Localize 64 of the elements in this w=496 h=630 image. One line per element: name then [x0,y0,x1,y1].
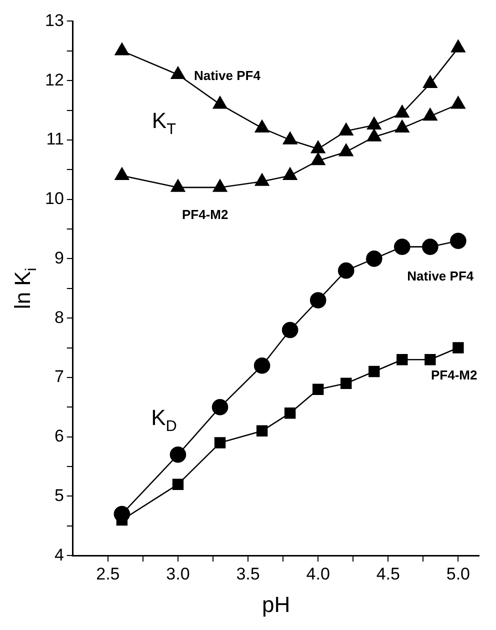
point [212,96,228,109]
point [282,167,298,180]
x-tick-label: 4.5 [376,564,400,584]
point [366,116,382,130]
point [214,437,226,448]
point [424,354,436,366]
y-tick-label: 8 [54,308,64,327]
point [396,354,408,366]
point [423,108,438,121]
point [340,378,352,390]
point [368,366,380,378]
point [212,399,228,416]
point [422,238,438,255]
y-tick-label: 11 [46,130,64,149]
point [282,322,298,338]
point [310,292,326,308]
point [338,144,354,156]
y-tick-label: 4 [54,545,64,564]
point [366,128,382,142]
x-tick-label: 4.0 [306,564,330,584]
y-tick-label: 9 [54,248,64,268]
series-label: PF4-M2 [182,207,228,222]
point [114,167,130,180]
point [451,40,466,52]
x-tick-label: 3.0 [166,564,190,584]
series-label: Native PF4 [194,68,262,84]
point [395,105,410,118]
x-tick-label: 2.5 [96,564,120,584]
y-tick-label: 12 [44,70,64,90]
point [254,357,270,374]
point [394,238,410,255]
point [170,179,186,192]
x-tick-label: 3.5 [236,564,260,584]
point [312,384,324,395]
point [423,75,438,88]
point [284,407,296,419]
y-axis-title: ln Ki [10,268,40,310]
y-tick-label: 5 [54,486,64,505]
x-axis-title: pH [262,592,290,618]
point [170,66,186,80]
point [170,446,186,463]
point [452,342,464,354]
point [254,120,270,132]
point [366,250,382,267]
point [310,140,326,154]
y-tick-label: 6 [54,426,64,446]
point [395,120,410,132]
point [338,262,354,279]
point [114,42,130,56]
point [450,232,466,250]
point [254,173,270,186]
point [310,152,326,166]
point [338,122,354,136]
y-tick-label: 7 [54,367,64,386]
point [212,179,228,192]
point [172,478,184,490]
y-tick-label: 10 [44,189,64,208]
point [282,132,298,144]
point [256,425,268,437]
x-tick-label: 5.0 [446,564,470,584]
y-tick-label: 13 [44,10,64,30]
point [451,96,466,109]
series-label: PF4-M2 [430,367,478,382]
series-label: Native PF4 [407,268,474,284]
